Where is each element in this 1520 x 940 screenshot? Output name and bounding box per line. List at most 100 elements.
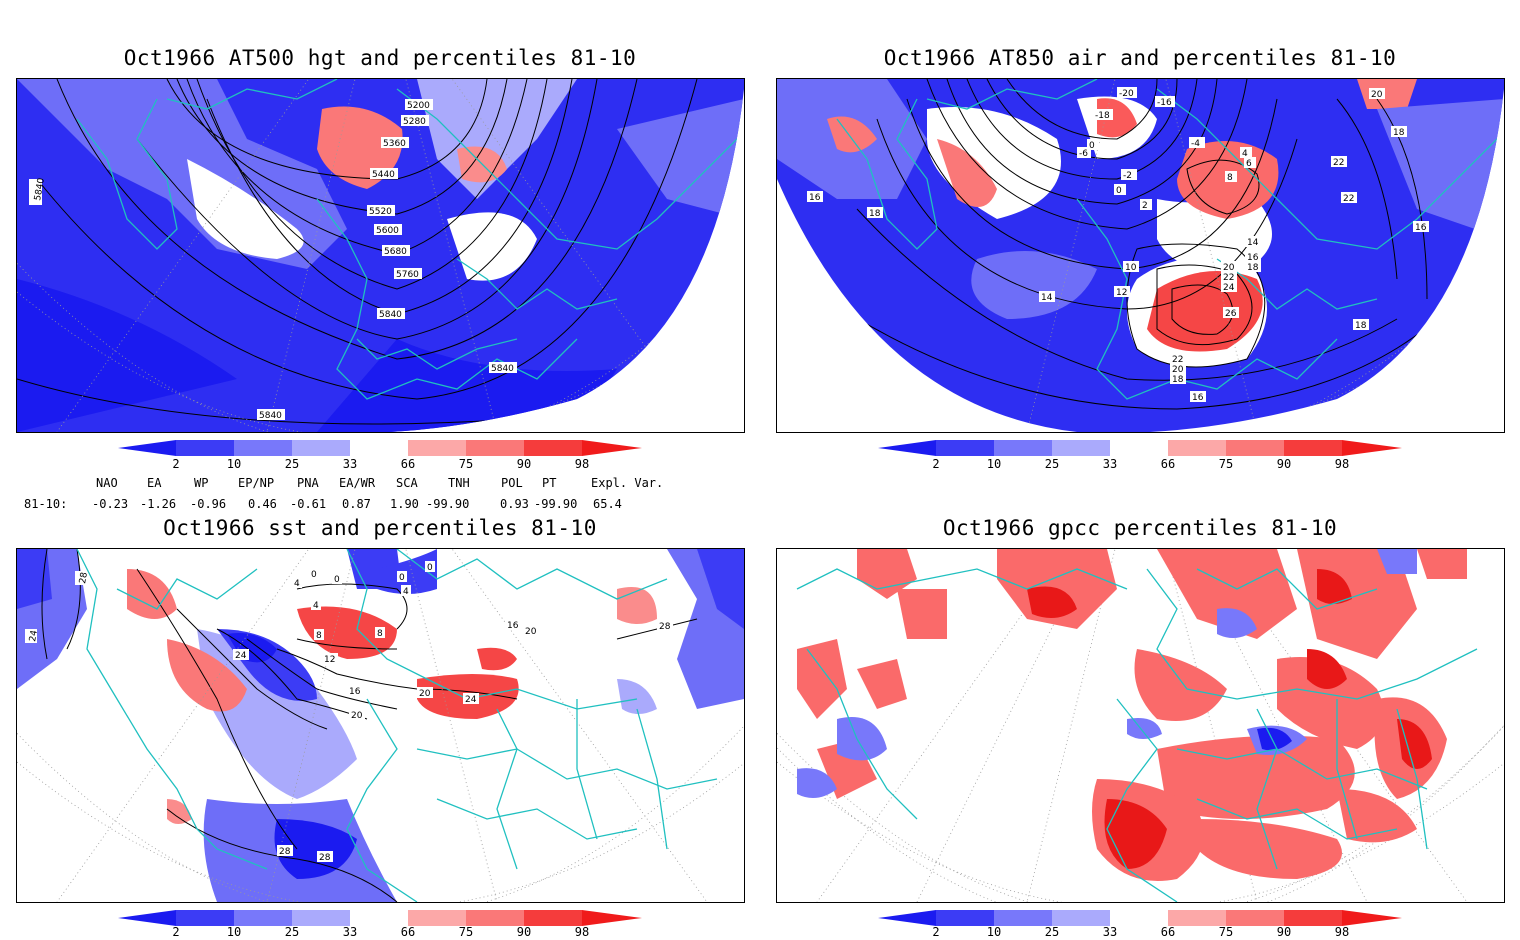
contour-label: 2 — [1142, 201, 1148, 211]
contour-labels: 5200 5280 5360 5440 5520 5600 5680 5760 … — [29, 99, 517, 421]
colorbar-label: 66 — [1160, 457, 1176, 471]
colorbar-label: 2 — [172, 925, 180, 939]
contour-label: 18 — [1247, 263, 1259, 273]
contour-label: 5840 — [491, 364, 514, 374]
contour-label: 0 — [334, 575, 340, 585]
contour-label: 5440 — [372, 170, 395, 180]
colorbar-label: 75 — [1218, 925, 1234, 939]
map-panel-sst: 28 24 4 0 0 0 0 4 4 8 8 12 16 20 24 28 2… — [16, 548, 745, 903]
contour-labels: -20 -16 -18 -6 0 -2 0 2 -4 4 6 8 14 16 1… — [807, 87, 1429, 403]
index-value: 65.4 — [593, 497, 622, 511]
colorbar-label: 75 — [458, 925, 474, 939]
index-value: -0.23 — [92, 497, 129, 511]
colorbar-label: 98 — [1334, 925, 1350, 939]
colorbar-label: 33 — [342, 925, 358, 939]
colorbar-label: 75 — [458, 457, 474, 471]
index-name: TNH — [448, 476, 470, 490]
contour-label: 16 — [1192, 393, 1204, 403]
contour-label: 16 — [349, 687, 361, 697]
map-air850: -20 -16 -18 -6 0 -2 0 2 -4 4 6 8 14 16 1… — [777, 79, 1504, 432]
contour-labels: 28 24 4 0 0 0 0 4 4 8 8 12 16 20 24 28 2… — [25, 561, 673, 863]
contour-label: 8 — [1227, 173, 1233, 183]
index-name: PT — [542, 476, 557, 490]
contour-label: 16 — [1247, 253, 1259, 263]
contour-label: 28 — [659, 622, 671, 632]
colorbar-label: 33 — [1102, 457, 1118, 471]
index-value: -99.90 — [426, 497, 470, 511]
index-name: EA — [147, 476, 162, 490]
colorbar-swatches — [118, 910, 642, 926]
contour-label: 0 — [399, 573, 405, 583]
contour-label: 20 — [1172, 365, 1184, 375]
contour-label: 5280 — [403, 117, 426, 127]
contour-label: -18 — [1095, 111, 1110, 121]
colorbar-label: 33 — [1102, 925, 1118, 939]
contour-label: 22 — [1172, 355, 1183, 365]
contour-label: 16 — [809, 193, 821, 203]
colorbar-swatches — [118, 440, 642, 456]
index-name: SCA — [396, 476, 418, 490]
contour-label: 16 — [507, 621, 519, 631]
contour-label: 8 — [316, 631, 322, 641]
contour-label: 4 — [294, 579, 300, 589]
contour-label: 0 — [427, 563, 433, 573]
colorbar-hgt500: 2 10 25 33 66 75 90 98 — [118, 440, 642, 474]
colorbar-label: 75 — [1218, 457, 1234, 471]
colorbar-label: 90 — [1276, 925, 1292, 939]
contour-label: 28 — [319, 853, 331, 863]
contour-label: 26 — [1225, 309, 1237, 319]
colorbar-swatches — [878, 910, 1402, 926]
index-value: 0.93 — [500, 497, 529, 511]
index-name: Expl. Var. — [591, 476, 664, 490]
contour-label: 22 — [1343, 194, 1354, 204]
map-panel-air850: -20 -16 -18 -6 0 -2 0 2 -4 4 6 8 14 16 1… — [776, 78, 1505, 433]
contour-label: -2 — [1123, 171, 1132, 181]
map-panel-hgt500: 5200 5280 5360 5440 5520 5600 5680 5760 … — [16, 78, 745, 433]
map-hgt500: 5200 5280 5360 5440 5520 5600 5680 5760 … — [17, 79, 744, 432]
index-value: 0.87 — [342, 497, 371, 511]
contour-label: 18 — [1393, 128, 1405, 138]
contour-label: 18 — [869, 209, 881, 219]
colorbar-label: 10 — [226, 457, 242, 471]
contour-label: 12 — [324, 655, 335, 665]
colorbar-label: 10 — [986, 457, 1002, 471]
index-value: -1.26 — [140, 497, 177, 511]
index-value: -0.96 — [190, 497, 227, 511]
contour-label: 4 — [313, 601, 319, 611]
panel-title-gpcc: Oct1966 gpcc percentiles 81-10 — [942, 516, 1338, 540]
contour-label: 16 — [1415, 223, 1427, 233]
colorbar-label: 98 — [574, 925, 590, 939]
contour-label: -4 — [1191, 139, 1200, 149]
index-value: -0.61 — [290, 497, 327, 511]
contour-label: 18 — [1355, 321, 1367, 331]
contour-label: -20 — [1119, 89, 1134, 99]
map-gpcc — [777, 549, 1504, 902]
index-value: 1.90 — [390, 497, 419, 511]
colorbar-label: 25 — [1044, 457, 1060, 471]
contour-label: 12 — [1116, 288, 1127, 298]
map-sst: 28 24 4 0 0 0 0 4 4 8 8 12 16 20 24 28 2… — [17, 549, 744, 902]
contour-label: 5360 — [383, 139, 406, 149]
index-name: EA/WR — [339, 476, 376, 490]
colorbar-label: 90 — [1276, 457, 1292, 471]
contour-label: 24 — [465, 695, 477, 705]
contour-label: 20 — [525, 627, 537, 637]
contour-label: 5680 — [384, 247, 407, 257]
contour-label: 4 — [1242, 149, 1248, 159]
colorbar-label: 2 — [932, 925, 940, 939]
index-name: POL — [501, 476, 523, 490]
contour-label: 5840 — [379, 310, 402, 320]
panel-title-hgt500: Oct1966 AT500 hgt and percentiles 81-10 — [123, 46, 637, 70]
contour-label: 20 — [351, 711, 363, 721]
contour-label: 22 — [1223, 273, 1234, 283]
colorbar-label: 66 — [1160, 925, 1176, 939]
contour-label: 8 — [377, 629, 383, 639]
colorbar-label: 66 — [400, 925, 416, 939]
contour-label: 24 — [1223, 283, 1235, 293]
contour-label: 10 — [1125, 263, 1137, 273]
contour-label: 5840 — [259, 411, 282, 421]
colorbar-gpcc: 2 10 25 33 66 75 90 98 — [878, 910, 1402, 940]
colorbar-label: 2 — [172, 457, 180, 471]
colorbar-label: 10 — [226, 925, 242, 939]
contour-label: 24 — [235, 651, 247, 661]
